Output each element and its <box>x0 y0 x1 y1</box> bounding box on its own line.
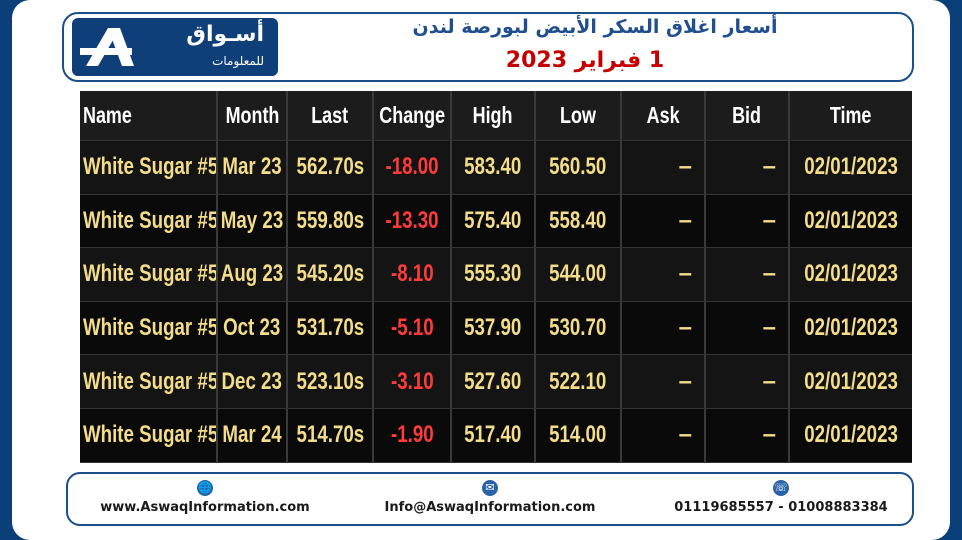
cell-name: White Sugar #5 <box>80 355 218 408</box>
cell-high: 517.40 <box>452 408 536 462</box>
cell-last: 562.70s <box>288 141 374 194</box>
envelope-icon: ✉ <box>482 480 498 496</box>
column-header-change: Change <box>374 91 452 140</box>
cell-time: 02/01/2023 <box>804 206 898 234</box>
table-row: White Sugar #5 Dec 23 523.10s -3.10 527.… <box>80 355 912 409</box>
cell-change: -8.10 <box>374 248 452 301</box>
cell-name: White Sugar #5 <box>80 248 218 301</box>
aswaq-logo: أسـواق للمعلومات <box>72 18 278 76</box>
cell-low: 560.50 <box>536 141 622 194</box>
cell-last: 531.70s <box>288 301 374 355</box>
cell-bid: – <box>706 408 790 462</box>
cell-month: Dec 23 <box>218 355 288 408</box>
column-header-month: Month <box>218 91 288 140</box>
logo-a-mark-icon <box>80 28 134 66</box>
table-header-row: Name Month Last Change High Low Ask Bid … <box>80 91 912 141</box>
table-row: White Sugar #5 Mar 23 562.70s -18.00 583… <box>80 141 912 195</box>
cell-ask: – <box>622 355 706 408</box>
column-header-last: Last <box>288 91 374 140</box>
cell-high: 555.30 <box>452 248 536 301</box>
cell-ask: – <box>622 194 706 248</box>
cell-last: 523.10s <box>288 355 374 408</box>
cell-change: -5.10 <box>374 301 452 355</box>
cell-name: White Sugar #5 <box>80 408 218 462</box>
cell-change: -18.00 <box>374 141 452 194</box>
cell-ask: – <box>622 141 706 194</box>
column-header-low: Low <box>536 91 622 140</box>
cell-change: -3.10 <box>374 355 452 408</box>
cell-change: -13.30 <box>374 194 452 248</box>
cell-month: Oct 23 <box>218 301 288 355</box>
cell-high: 583.40 <box>452 141 536 194</box>
column-header-ask: Ask <box>622 91 706 140</box>
cell-bid: – <box>706 141 790 194</box>
table-row: White Sugar #5 Mar 24 514.70s -1.90 517.… <box>80 408 912 463</box>
column-header-high: High <box>452 91 536 140</box>
cell-time: 02/01/2023 <box>804 421 898 449</box>
cell-ask: – <box>622 248 706 301</box>
cell-last: 514.70s <box>288 408 374 462</box>
table-row: White Sugar #5 Aug 23 545.20s -8.10 555.… <box>80 248 912 302</box>
column-header-name: Name <box>80 91 218 140</box>
website-link[interactable]: www.AswaqInformation.com <box>100 500 310 515</box>
footer-email[interactable]: ✉ Info@AswaqInformation.com <box>364 480 616 515</box>
prices-table: Name Month Last Change High Low Ask Bid … <box>80 91 912 463</box>
globe-icon: 🌐 <box>197 480 213 496</box>
cell-time: 02/01/2023 <box>804 314 898 342</box>
cell-high: 575.40 <box>452 194 536 248</box>
cell-month: Mar 24 <box>218 408 288 462</box>
cell-last: 559.80s <box>288 194 374 248</box>
cell-last: 545.20s <box>288 248 374 301</box>
cell-change: -1.90 <box>374 408 452 462</box>
cell-low: 522.10 <box>536 355 622 408</box>
cell-low: 530.70 <box>536 301 622 355</box>
contact-footer: 🌐 www.AswaqInformation.com ✉ Info@AswaqI… <box>66 472 914 526</box>
logo-text: أسـواق <box>186 22 264 47</box>
footer-phones: ☏ 01119685557 - 01008883384 <box>656 480 906 515</box>
cell-high: 527.60 <box>452 355 536 408</box>
cell-ask: – <box>622 408 706 462</box>
cell-high: 537.90 <box>452 301 536 355</box>
cell-name: White Sugar #5 <box>80 141 218 194</box>
table-row: White Sugar #5 May 23 559.80s -13.30 575… <box>80 194 912 249</box>
cell-low: 544.00 <box>536 248 622 301</box>
cell-ask: – <box>622 301 706 355</box>
logo-subtext: للمعلومات <box>212 54 264 68</box>
cell-bid: – <box>706 248 790 301</box>
page-date: 1 فبراير 2023 <box>505 48 665 73</box>
cell-low: 558.40 <box>536 194 622 248</box>
cell-name: White Sugar #5 <box>80 301 218 355</box>
cell-low: 514.00 <box>536 408 622 462</box>
phone-icon: ☏ <box>773 480 789 496</box>
column-header-time: Time <box>830 102 872 128</box>
footer-website[interactable]: 🌐 www.AswaqInformation.com <box>80 480 330 515</box>
cell-bid: – <box>706 194 790 248</box>
cell-time: 02/01/2023 <box>804 367 898 395</box>
cell-month: Mar 23 <box>218 141 288 194</box>
cell-time: 02/01/2023 <box>804 260 898 288</box>
cell-bid: – <box>706 355 790 408</box>
cell-name: White Sugar #5 <box>80 194 218 248</box>
table-row: White Sugar #5 Oct 23 531.70s -5.10 537.… <box>80 301 912 356</box>
cell-month: Aug 23 <box>218 248 288 301</box>
cell-month: May 23 <box>218 194 288 248</box>
phone-numbers: 01119685557 - 01008883384 <box>674 500 888 515</box>
page-title: أسعار اغلاق السكر الأبيض لبورصة لندن <box>412 16 778 38</box>
cell-time: 02/01/2023 <box>804 153 898 181</box>
cell-bid: – <box>706 301 790 355</box>
column-header-bid: Bid <box>706 91 790 140</box>
email-link[interactable]: Info@AswaqInformation.com <box>384 500 596 515</box>
